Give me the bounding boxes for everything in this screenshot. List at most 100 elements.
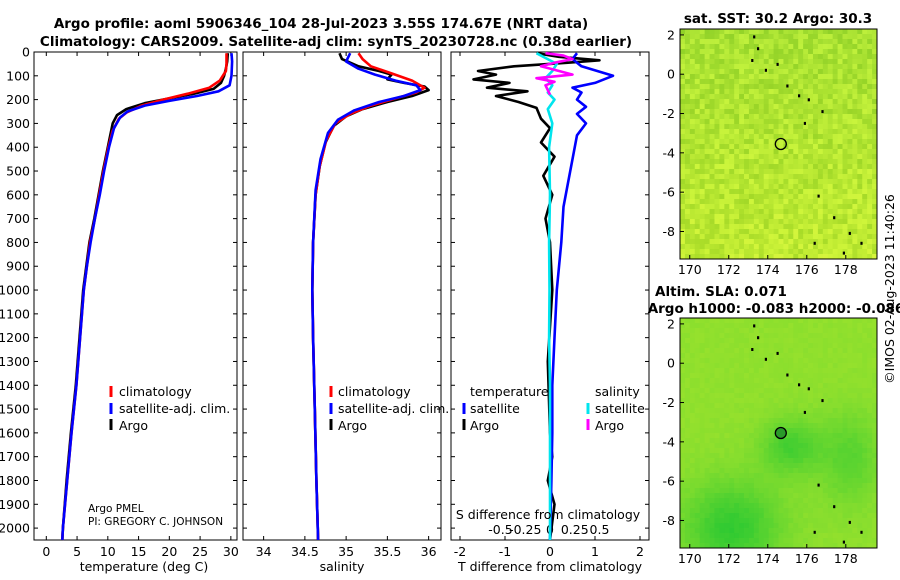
map-cell xyxy=(862,204,868,210)
map-cell xyxy=(872,543,878,549)
map-cell xyxy=(744,129,750,135)
map-cell xyxy=(837,383,843,389)
map-cell xyxy=(872,478,878,484)
map-cell xyxy=(822,438,829,444)
map-cell xyxy=(694,154,701,160)
map-cell xyxy=(788,184,794,190)
map-cell xyxy=(837,363,843,369)
map-cell xyxy=(822,109,829,115)
map-cell xyxy=(680,343,686,349)
map-cell xyxy=(763,318,770,324)
map-cell xyxy=(837,154,843,160)
map-cell xyxy=(867,59,873,65)
map-cell xyxy=(803,363,809,369)
map-cell xyxy=(827,403,834,409)
map-cell xyxy=(744,104,750,110)
map-cell xyxy=(753,214,760,220)
map-cell xyxy=(798,89,804,95)
map-cell xyxy=(837,244,843,250)
map-cell xyxy=(817,44,824,50)
map-cell xyxy=(694,169,701,175)
map-cell xyxy=(753,224,760,230)
map-cell xyxy=(694,443,701,449)
map-cell xyxy=(867,453,873,459)
map-cell xyxy=(788,169,794,175)
map-cell xyxy=(798,44,804,50)
map-cell xyxy=(827,114,834,120)
island xyxy=(753,35,756,39)
map-cell xyxy=(724,538,730,544)
map-cell xyxy=(798,59,804,65)
map-cell xyxy=(832,189,838,195)
map-cell xyxy=(768,478,774,484)
map-cell xyxy=(832,149,838,155)
map-cell xyxy=(758,443,765,449)
map-cell xyxy=(803,159,809,165)
map-cell xyxy=(867,84,873,90)
map-cell xyxy=(857,428,863,434)
map-cell xyxy=(847,139,853,145)
map-cell xyxy=(694,249,701,255)
map-cell xyxy=(724,418,730,424)
map-cell xyxy=(803,54,809,60)
map-cell xyxy=(763,473,770,479)
map-cell xyxy=(724,393,730,399)
map-cell xyxy=(817,373,824,379)
y-tick-label: 1000 xyxy=(0,283,30,298)
map-cell xyxy=(793,418,799,424)
map-cell xyxy=(817,179,824,185)
map-cell xyxy=(788,149,794,155)
map-cell xyxy=(709,64,715,70)
map-cell xyxy=(719,428,725,434)
map-cell xyxy=(768,194,774,200)
map-cell xyxy=(812,144,819,150)
map-cell xyxy=(837,89,843,95)
map-cell xyxy=(768,154,774,160)
map-cell xyxy=(724,249,730,255)
map-cell xyxy=(857,254,863,260)
map-cell xyxy=(748,219,755,225)
map-cell xyxy=(857,363,863,369)
map-cell xyxy=(744,523,750,529)
map-cell xyxy=(842,69,848,75)
map-cell xyxy=(734,508,740,514)
map-cell xyxy=(694,498,701,504)
map-cell xyxy=(798,518,804,524)
map-cell xyxy=(719,498,725,504)
map-cell xyxy=(852,64,858,70)
map-cell xyxy=(758,513,765,519)
map-cell xyxy=(862,124,868,130)
map-cell xyxy=(832,338,838,344)
y-tick-label: 200 xyxy=(6,92,30,107)
map-cell xyxy=(778,39,784,45)
map-cell xyxy=(862,383,868,389)
map-cell xyxy=(704,498,710,504)
map-cell xyxy=(817,518,824,524)
map-cell xyxy=(862,194,868,200)
map-cell xyxy=(758,538,765,544)
island xyxy=(757,336,760,340)
map-cell xyxy=(808,224,814,230)
map-cell xyxy=(842,323,848,329)
map-cell xyxy=(808,363,814,369)
map-cell xyxy=(768,333,774,339)
x-tick-label: 170 xyxy=(678,551,702,566)
map-cell xyxy=(783,368,789,374)
map-cell xyxy=(739,229,745,235)
map-cell xyxy=(793,378,799,384)
map-cell xyxy=(699,373,706,379)
map-cell xyxy=(719,229,725,235)
map-cell xyxy=(719,373,725,379)
map-cell xyxy=(734,478,740,484)
map-cell xyxy=(734,39,740,45)
map-cell xyxy=(788,139,794,145)
map-cell xyxy=(803,129,809,135)
map-cell xyxy=(748,498,755,504)
map-cell xyxy=(852,219,858,225)
s-tick-label: 0.25 xyxy=(561,522,589,537)
map-cell xyxy=(694,328,701,334)
map-cell xyxy=(847,423,853,429)
map-cell xyxy=(862,99,868,105)
map-cell xyxy=(857,498,863,504)
map-cell xyxy=(862,84,868,90)
